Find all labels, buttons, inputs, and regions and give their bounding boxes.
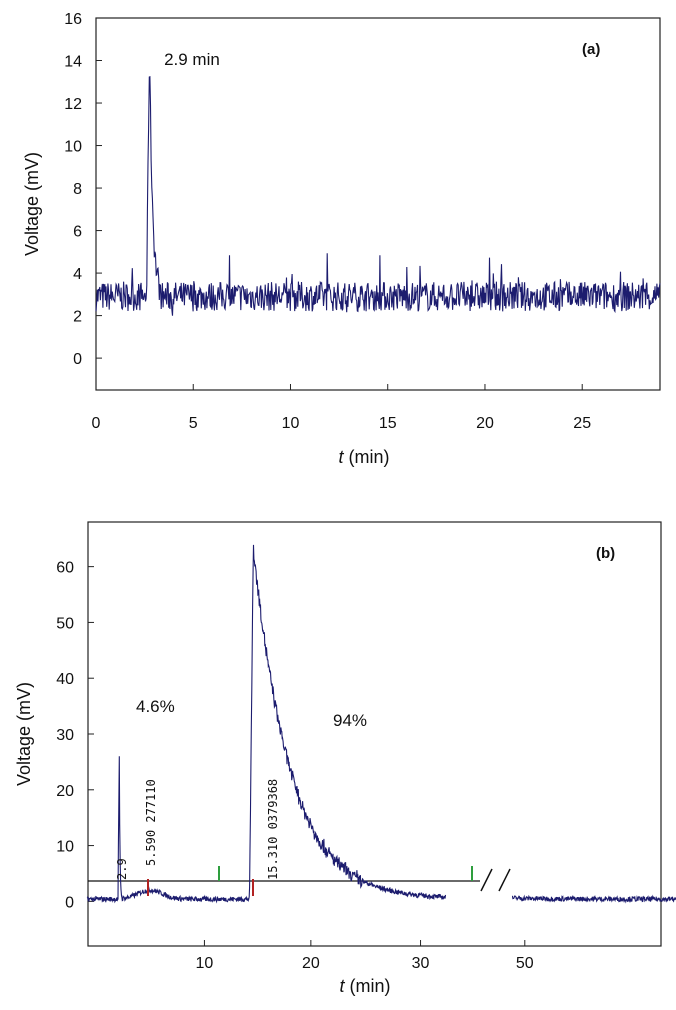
- chart-a-x-tick-label: 10: [282, 415, 300, 432]
- chart-a-x-ticks: 0 5 10 15 20 25: [92, 384, 591, 432]
- chart-b-peak-label-1: 2.9: [115, 858, 129, 880]
- chart-b-y-ticks: 0 10 20 30 40 50 60: [56, 560, 94, 911]
- chart-a-x-tick-label: 0: [92, 415, 101, 432]
- chart-b-peak-label-3: 15.310 0379368: [266, 779, 280, 880]
- chart-a-annotation-peak-time: 2.9 min: [164, 50, 220, 69]
- chart-a-x-tick-label: 15: [379, 415, 397, 432]
- chart-a-y-tick-label: 16: [64, 11, 82, 28]
- chart-b-y-tick-label: 40: [56, 671, 74, 688]
- chart-b-integration-markers: [147, 866, 473, 896]
- chart-b-y-tick-label: 20: [56, 783, 74, 800]
- chart-b-y-tick-label: 50: [56, 615, 74, 632]
- chart-b-x-tick-label: 50: [516, 955, 534, 972]
- chart-a-x-tick-label: 25: [573, 415, 591, 432]
- chart-a-x-tick-label: 5: [189, 415, 198, 432]
- chart-b-axis-break: [480, 864, 512, 898]
- chart-b-y-tick-label: 30: [56, 727, 74, 744]
- chart-b-series-line: [86, 544, 676, 904]
- chart-b-y-axis-title: Voltage (mV): [14, 682, 34, 786]
- chart-a-y-tick-label: 12: [64, 96, 82, 113]
- chart-b-plot-frame: [87, 521, 662, 947]
- chart-a-y-tick-label: 6: [73, 224, 82, 241]
- chart-a-y-tick-label: 14: [64, 54, 82, 71]
- chart-b-x-axis-title: t (min): [339, 976, 390, 996]
- chart-a-panel-label: (a): [582, 41, 600, 58]
- chart-b-x-tick-label: 10: [196, 955, 214, 972]
- chart-a-y-tick-label: 0: [73, 351, 82, 368]
- chart-b: 0 10 20 30 40 50 60 10 20 30 50 4.6% 94% 2.9 5.59…: [14, 521, 676, 996]
- chart-b-peak-label-2: 5.590 277110: [144, 779, 158, 866]
- chart-b-y-tick-label: 10: [56, 839, 74, 856]
- chart-b-x-ticks: 10 20 30 50: [196, 940, 534, 972]
- chart-b-panel-label: (b): [596, 545, 615, 562]
- chart-a-y-tick-label: 10: [64, 139, 82, 156]
- chart-b-x-tick-label: 20: [302, 955, 320, 972]
- chart-b-y-tick-label: 0: [65, 894, 74, 911]
- chart-a-y-tick-label: 8: [73, 181, 82, 198]
- chart-a-series-line: [95, 76, 661, 316]
- chart-a-x-axis-title: t (min): [338, 447, 389, 467]
- chart-b-annotation-major-percent: 94%: [333, 711, 367, 730]
- chart-a: 0 2 4 6 8 10 12 14 16 0 5 10 15 20 25 2.9 min (a) Vol…: [22, 11, 661, 467]
- chart-b-y-tick-label: 60: [56, 560, 74, 577]
- chart-a-x-axis-symbol: t: [338, 447, 344, 467]
- chart-a-plot-frame: [95, 17, 661, 391]
- chart-a-y-axis-title: Voltage (mV): [22, 152, 42, 256]
- chart-a-y-tick-label: 2: [73, 309, 82, 326]
- chart-a-x-tick-label: 20: [476, 415, 494, 432]
- chart-b-x-axis-symbol: t: [339, 976, 345, 996]
- chart-b-x-tick-label: 30: [412, 955, 430, 972]
- chart-a-x-axis-unit: (min): [349, 447, 390, 467]
- chart-b-x-axis-unit: (min): [350, 976, 391, 996]
- chart-a-y-ticks: 0 2 4 6 8 10 12 14 16: [64, 11, 102, 368]
- chart-a-y-tick-label: 4: [73, 266, 82, 283]
- chart-b-annotation-minor-percent: 4.6%: [136, 697, 175, 716]
